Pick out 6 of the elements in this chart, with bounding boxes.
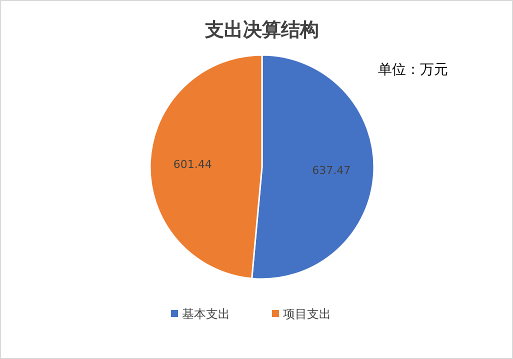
data-label: 637.47 (312, 164, 351, 178)
data-label: 601.44 (173, 158, 212, 171)
legend-label: 基本支出 (182, 307, 230, 321)
chart-title: 支出决算结构 (204, 19, 319, 41)
text: 单位：万元 (378, 62, 448, 78)
legend-label: 项目支出 (283, 307, 331, 321)
